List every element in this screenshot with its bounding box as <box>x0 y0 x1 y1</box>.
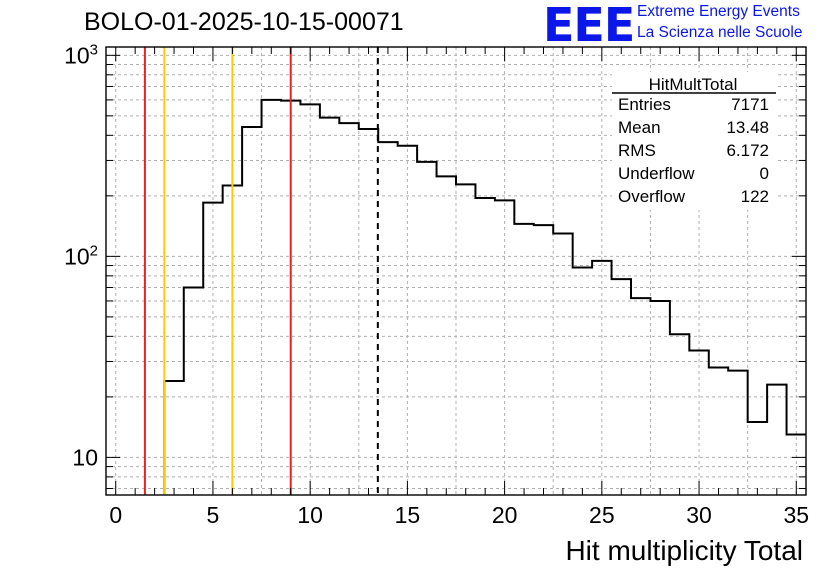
logo-line-1: Extreme Energy Events <box>637 3 800 20</box>
stats-row-value: 0 <box>760 164 769 183</box>
stats-row-value: 7171 <box>731 95 769 114</box>
y-tick-label: 103 <box>64 41 98 68</box>
stats-row-label: Underflow <box>618 164 695 183</box>
plot-frame <box>105 46 807 496</box>
run-title: BOLO-01-2025-10-15-00071 <box>84 8 404 36</box>
x-tick-label: 30 <box>686 502 712 528</box>
tick-labels: 0 5 10 15 20 25 30 35 10 102 103 <box>64 41 809 528</box>
x-tick-label: 20 <box>492 502 518 528</box>
histogram-bins <box>163 98 806 495</box>
stats-row-label: Mean <box>618 118 661 137</box>
y-tick-label: 102 <box>64 242 98 269</box>
axis-ticks <box>106 47 806 495</box>
stats-row-value: 6.172 <box>726 141 769 160</box>
stats-box-bg <box>612 72 775 210</box>
marker-lines <box>143 47 379 495</box>
stats-row-value: 13.48 <box>726 118 769 137</box>
x-tick-label: 0 <box>109 502 122 528</box>
y-tick-label: 10 <box>72 444 98 470</box>
stats-title: HitMultTotal <box>649 75 738 94</box>
stats-row-value: 122 <box>741 187 769 206</box>
stats-row-label: Overflow <box>618 187 686 206</box>
histogram-outline <box>163 98 806 495</box>
x-tick-label: 5 <box>207 502 220 528</box>
stats-row-label: Entries <box>618 95 671 114</box>
x-tick-label: 15 <box>395 502 421 528</box>
x-tick-label: 10 <box>297 502 323 528</box>
stats-row-label: RMS <box>618 141 656 160</box>
x-tick-label: 35 <box>783 502 809 528</box>
x-axis-label: Hit multiplicity Total <box>565 535 803 566</box>
x-tick-label: 25 <box>589 502 615 528</box>
eee-logo: EEE <box>543 0 635 52</box>
logo-line-2: La Scienza nelle Scuole <box>637 24 803 41</box>
